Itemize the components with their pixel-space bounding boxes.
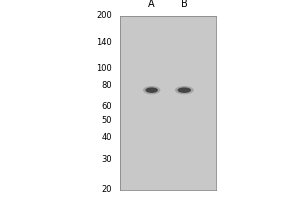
Ellipse shape xyxy=(175,86,194,94)
Text: 60: 60 xyxy=(102,102,112,111)
Text: kDa: kDa xyxy=(91,0,112,2)
Text: A: A xyxy=(148,0,155,9)
Ellipse shape xyxy=(178,87,191,93)
Text: 200: 200 xyxy=(97,11,112,21)
Ellipse shape xyxy=(146,87,158,93)
Text: 80: 80 xyxy=(102,81,112,90)
Text: 100: 100 xyxy=(97,64,112,73)
Text: 140: 140 xyxy=(97,38,112,47)
Text: 50: 50 xyxy=(102,116,112,125)
Ellipse shape xyxy=(143,86,160,94)
Text: 20: 20 xyxy=(102,186,112,194)
Text: 40: 40 xyxy=(102,133,112,142)
Text: B: B xyxy=(181,0,188,9)
Text: 30: 30 xyxy=(102,155,112,164)
